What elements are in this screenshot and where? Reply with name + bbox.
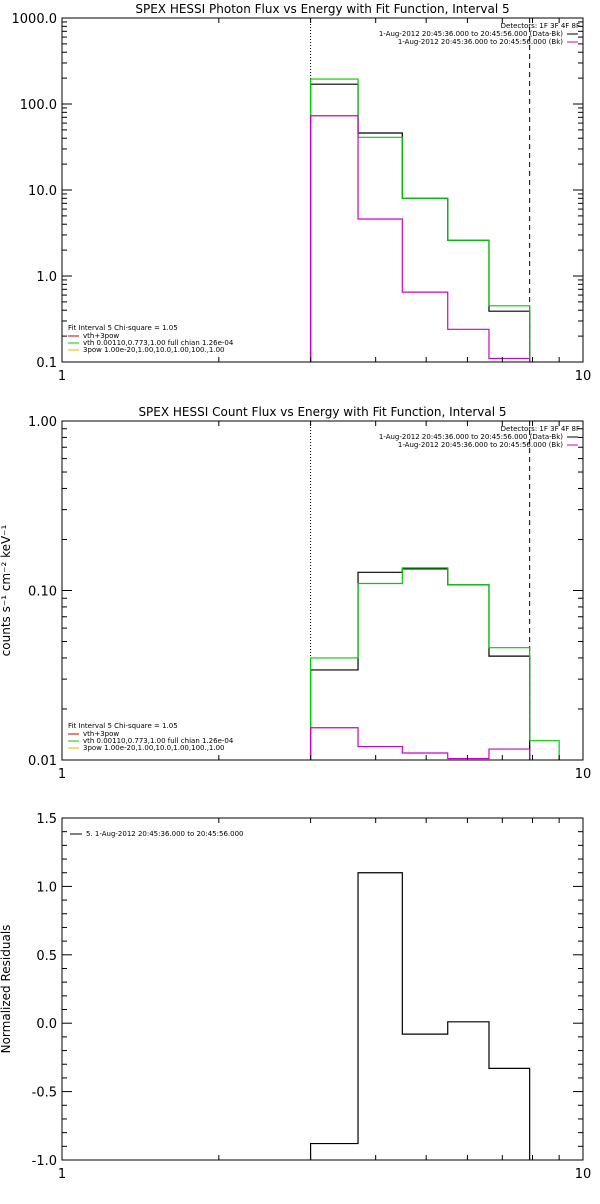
panel-1-y-tick-label: 1000.0 — [12, 12, 58, 27]
panel-3-x-tick-label: 10 — [575, 1167, 592, 1182]
panel-2-legend-entry: vth 0.00110,0.773,1.00 full chian 1.26e-… — [83, 737, 234, 745]
panel-2-y-tick-label: 1.00 — [28, 415, 57, 430]
panel-1-x-tick-label: 10 — [575, 369, 592, 384]
panel-1-header-line: 1-Aug-2012 20:45:36.000 to 20:45:56.000 … — [398, 38, 563, 46]
panel-2-y-tick-label: 0.10 — [28, 585, 57, 600]
panel-3-series-1-line — [309, 872, 531, 1160]
panel-1-axes-frame — [61, 17, 584, 363]
panel-2-x-tick-label: 1 — [58, 767, 66, 782]
panel-2-axes-frame — [61, 420, 584, 761]
panel-2-legend-entry: 3pow 1.00e-20,1.00,10.0,1.00,100.,1.00 — [83, 744, 225, 752]
panel-2-series-2-line — [309, 567, 560, 760]
panel-1-y-tick-label: 1.0 — [36, 270, 57, 285]
panel-1-legend-entry: vth+3pow — [83, 332, 119, 340]
panel-3-y-tick-label: -0.5 — [32, 1086, 57, 1101]
panel-1-series-2-line — [309, 78, 560, 362]
panel-2-x-tick-label: 10 — [575, 767, 592, 782]
panel-2-series-3-line — [309, 727, 531, 760]
panel-2-header-line: 1-Aug-2012 20:45:36.000 to 20:45:56.000 … — [379, 433, 563, 441]
panel-2-header-line: 1-Aug-2012 20:45:36.000 to 20:45:56.000 … — [398, 441, 563, 449]
panel-1-fit-label: Fit Interval 5 Chi-square = 1.05 — [68, 324, 178, 332]
panel-1-header-line: 1-Aug-2012 20:45:36.000 to 20:45:56.000 … — [379, 30, 563, 38]
panel-1-y-tick-label: 0.1 — [36, 356, 57, 371]
panel-3-legend-entry: 5. 1-Aug-2012 20:45:36.000 to 20:45:56.0… — [86, 830, 244, 838]
panel-2-legend-entry: vth+3pow — [83, 730, 119, 738]
panel-3-axes-frame — [61, 817, 584, 1161]
panel-3-y-tick-label: 1.5 — [36, 812, 57, 827]
panel-2-y-tick-label: 0.01 — [28, 754, 57, 769]
panel-1-detectors-label: Detectors: 1F 3F 4F 8F — [501, 22, 580, 30]
panel-1-title: SPEX HESSI Photon Flux vs Energy with Fi… — [135, 2, 509, 16]
panel-1-series-1-line — [309, 83, 531, 362]
panel-3-x-tick-label: 1 — [58, 1167, 66, 1182]
panel-3-y-tick-label: -1.0 — [32, 1154, 57, 1169]
panel-2-y-axis-label: counts s⁻¹ cm⁻² keV⁻¹ — [0, 524, 13, 656]
panel-3-y-tick-label: 1.0 — [36, 880, 57, 895]
panel-1-y-tick-label: 100.0 — [20, 98, 57, 113]
panel-2-title: SPEX HESSI Count Flux vs Energy with Fit… — [138, 405, 506, 419]
panel-3-y-tick-label: 0.0 — [36, 1017, 57, 1032]
panel-1-legend-entry: 3pow 1.00e-20,1.00,10.0,1.00,100.,1.00 — [83, 346, 225, 354]
panel-1-x-tick-label: 1 — [58, 369, 66, 384]
panel-3-y-tick-label: 0.5 — [36, 949, 57, 964]
panel-1-legend-entry: vth 0.00110,0.773,1.00 full chian 1.26e-… — [83, 339, 234, 347]
panel-2-series-1-line — [309, 568, 531, 760]
panel-2-detectors-label: Detectors: 1F 3F 4F 8F — [501, 425, 580, 433]
panel-1-series-3-line — [309, 115, 531, 362]
panel-3-y-axis-label: Normalized Residuals — [0, 925, 13, 1054]
panel-2-fit-label: Fit Interval 5 Chi-square = 1.05 — [68, 722, 178, 730]
panel-1-y-tick-label: 10.0 — [28, 184, 57, 199]
